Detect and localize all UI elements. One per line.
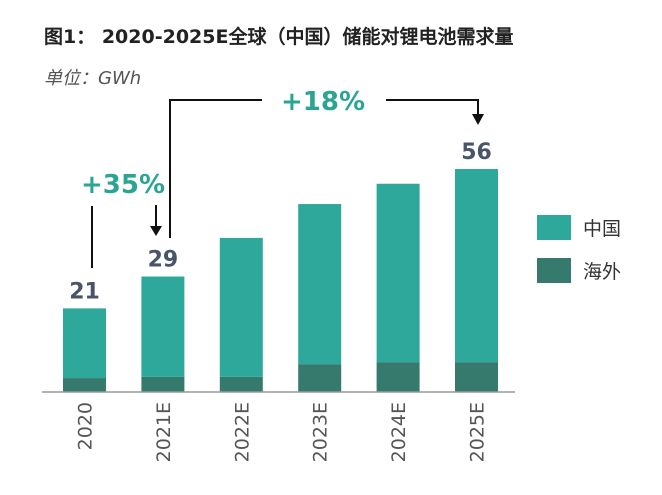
legend-china: 中国	[583, 218, 621, 240]
bar-china-2024E	[376, 183, 420, 363]
bar-china-2023E	[298, 204, 342, 365]
annotation-35: +35%	[81, 170, 165, 200]
legend-swatch-china	[537, 215, 571, 240]
bar-overseas-2023E	[298, 364, 342, 392]
arrow-down-icon	[150, 226, 162, 236]
legend-swatch-overseas	[537, 258, 571, 283]
bar-china-2025E	[455, 169, 498, 363]
x-tick-label: 2024E	[388, 402, 410, 462]
x-tick-label: 2020	[75, 402, 97, 450]
bar-china-2020	[63, 308, 106, 379]
bar-overseas-2024E	[376, 362, 420, 392]
bar-overseas-2021E	[141, 376, 185, 392]
arrow-down-icon	[472, 114, 484, 125]
x-tick-label: 2023E	[310, 402, 332, 462]
chart-title: 图1： 2020-2025E全球（中国）储能对锂电池需求量	[44, 26, 514, 48]
bar-china-2022E	[219, 237, 263, 377]
data-label-2021E: 29	[148, 248, 179, 273]
bar-overseas-2020	[63, 378, 106, 392]
legend: 中国 海外	[537, 215, 621, 283]
x-tick-label: 2021E	[153, 402, 175, 462]
unit-label: 单位：GWh	[44, 68, 142, 89]
growth-annotation-35: +35%	[81, 170, 165, 268]
x-tick-label: 2022E	[231, 402, 253, 462]
bar-china-2021E	[141, 276, 185, 377]
data-label-2025E: 56	[461, 140, 492, 165]
bar-overseas-2025E	[455, 362, 498, 392]
x-tick-label: 2025E	[467, 402, 489, 462]
data-label-2020: 21	[69, 279, 100, 304]
growth-annotation-18: +18%	[169, 87, 484, 238]
bar-overseas-2022E	[219, 376, 263, 392]
legend-overseas: 海外	[583, 261, 621, 283]
annotation-18: +18%	[281, 87, 365, 117]
